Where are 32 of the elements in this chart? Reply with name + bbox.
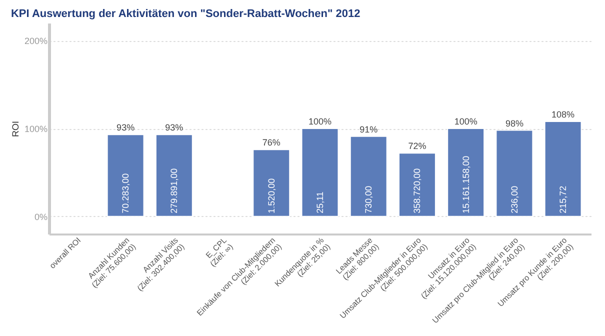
annotation: 25,11 (315, 192, 325, 214)
annotation: 1.520,00 (266, 178, 276, 214)
annotation: 358.720,00 (412, 168, 422, 214)
bar (301, 128, 339, 217)
y-tick-label: 0% (34, 212, 48, 222)
chart-title: KPI Auswertung der Aktivitäten von "Sonder-Rabatt-Wochen" 2012 (10, 8, 360, 20)
data-label: 91% (360, 124, 378, 134)
data-label: 76% (262, 138, 280, 148)
annotation: 70.283,00 (120, 173, 131, 214)
y-tick-label: 100% (24, 124, 48, 134)
bar (252, 149, 290, 217)
annotation: 730,00 (364, 186, 374, 214)
y-axis-title: ROI (10, 120, 20, 138)
bar (106, 134, 144, 217)
y-tick-label: 200% (24, 36, 48, 46)
bar (496, 130, 534, 217)
annotation: 215,72 (558, 186, 568, 214)
bar (398, 152, 436, 217)
data-label: 98% (505, 118, 524, 128)
annotation: 279.891,00 (169, 168, 180, 214)
bar (447, 128, 485, 217)
annotation: 15.161.158,00 (460, 156, 471, 214)
data-label: 93% (165, 122, 184, 133)
data-label: 100% (454, 116, 478, 126)
bar (544, 120, 582, 217)
data-label: 93% (116, 122, 135, 133)
bar (350, 136, 388, 217)
data-label: 108% (552, 109, 575, 120)
annotation: 236,00 (509, 186, 520, 214)
data-label: 72% (408, 141, 426, 152)
data-label: 100% (308, 116, 332, 126)
bar (155, 134, 193, 217)
